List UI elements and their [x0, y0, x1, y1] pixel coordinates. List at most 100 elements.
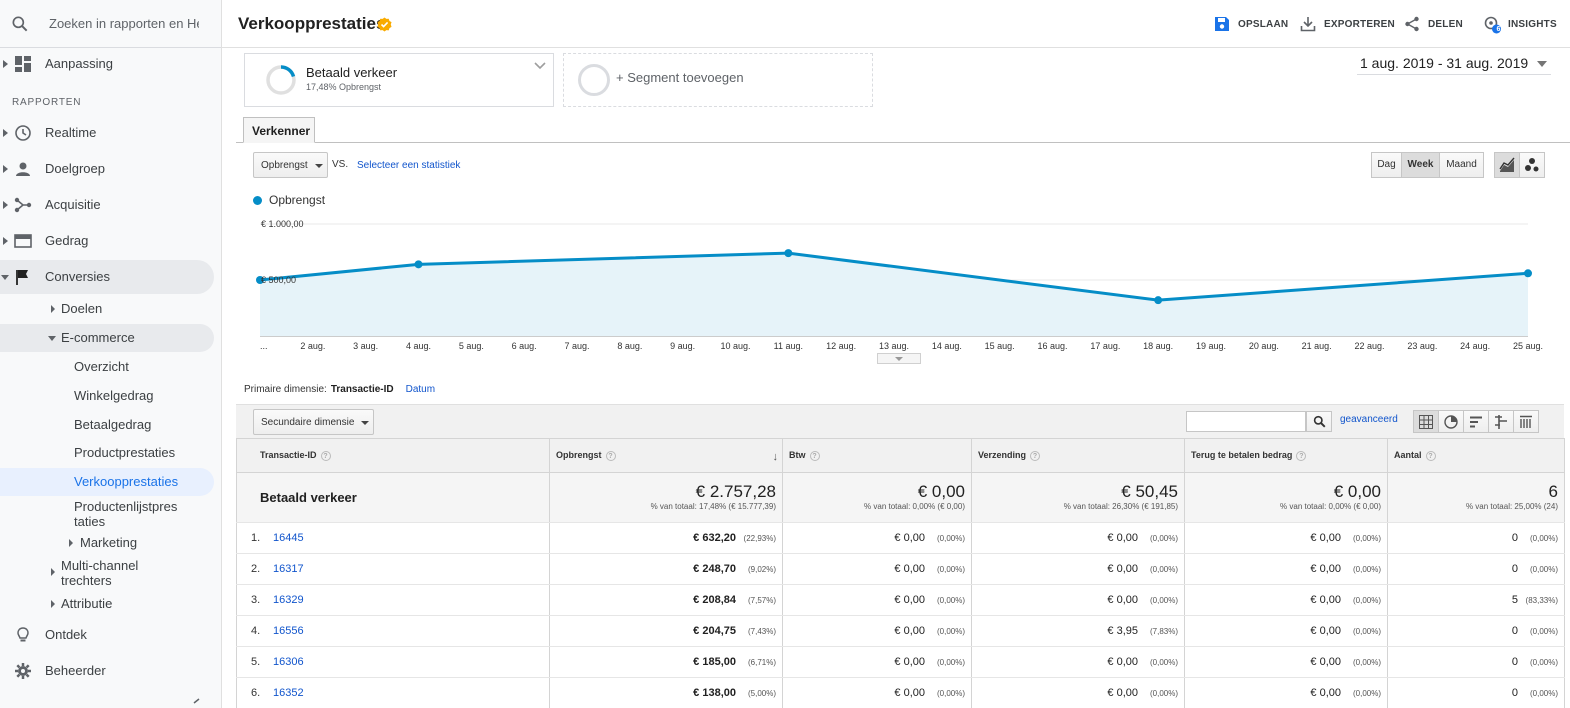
bar-chart-icon — [1470, 416, 1482, 428]
help-icon[interactable]: ? — [320, 450, 331, 461]
help-icon[interactable]: ? — [1030, 450, 1041, 461]
sidebar-item-doelgroep[interactable]: Doelgroep — [0, 152, 221, 186]
tab-divider — [236, 142, 1570, 143]
page-header: Verkoopprestaties OPSLAAN EXPORTEREN DEL… — [222, 0, 1570, 48]
view-data-table-button[interactable] — [1413, 410, 1439, 433]
column-header-transaction-id[interactable]: Transactie-ID? — [236, 438, 550, 473]
cell-share: (0,00%) — [1529, 658, 1558, 667]
date-range-picker[interactable]: 1 aug. 2019 - 31 aug. 2019 — [1357, 55, 1551, 75]
help-icon[interactable]: ? — [605, 450, 616, 461]
sidebar-item-marketing[interactable]: Marketing — [0, 529, 214, 557]
cell-value: € 0,00 — [1107, 594, 1138, 606]
sidebar-item-verkoopprestaties[interactable]: Verkoopprestaties — [0, 468, 214, 496]
sidebar-search[interactable]: Zoeken in rapporten en Help — [0, 0, 221, 48]
sidebar-item-beheerder[interactable]: Beheerder — [0, 654, 221, 688]
sidebar-item-attributie[interactable]: Attributie — [0, 590, 214, 618]
help-icon[interactable]: ? — [1296, 450, 1307, 461]
share-button[interactable]: DELEN — [1404, 16, 1464, 34]
sidebar-item-label: Realtime — [45, 125, 97, 140]
transaction-id-link[interactable]: 16317 — [273, 563, 304, 575]
sidebar-item-multichannel[interactable]: Multi-channel trechters — [0, 556, 214, 592]
sidebar-item-label: Productprestaties — [74, 445, 176, 460]
column-header-label: Terug te betalen bedrag — [1191, 450, 1293, 461]
cell-share: (6,71%) — [747, 658, 776, 667]
primary-dimension-current[interactable]: Transactie-ID — [330, 384, 394, 395]
sidebar-item-productprestaties[interactable]: Productprestaties — [0, 439, 214, 467]
transaction-id-link[interactable]: 16556 — [273, 625, 304, 637]
metric-cell: € 0,00 (0,00%) — [971, 522, 1185, 554]
motion-chart-toggle[interactable] — [1519, 152, 1545, 178]
column-header-tax[interactable]: Btw? — [782, 438, 972, 473]
insights-button[interactable]: 6 INSIGHTS — [1484, 16, 1557, 34]
column-header-quantity[interactable]: Aantal? — [1387, 438, 1565, 473]
metric-cell: € 632,20 (22,93%) — [549, 522, 783, 554]
metric-cell: € 0,00 (0,00%) — [1184, 615, 1388, 647]
granularity-month-button[interactable]: Maand — [1439, 152, 1484, 178]
expand-caret-icon — [51, 568, 55, 576]
tab-label: Verkenner — [252, 124, 311, 138]
view-performance-button[interactable] — [1463, 410, 1489, 433]
metric-cell: € 0,00 (0,00%) — [1184, 584, 1388, 616]
sort-desc-icon: ↓ — [772, 451, 779, 463]
table-row: 5. 16306 € 185,00 (6,71%) € 0,00 (0,00%) € 0,0… — [236, 646, 1565, 678]
primary-dimension-date-link[interactable]: Datum — [405, 384, 436, 395]
metric-dropdown[interactable]: Opbrengst — [253, 152, 328, 178]
sidebar-item-gedrag[interactable]: Gedrag — [0, 224, 221, 258]
export-button[interactable]: EXPORTEREN — [1300, 16, 1395, 34]
transaction-id-link[interactable]: 16306 — [273, 656, 304, 668]
tab-verkenner[interactable]: Verkenner — [243, 117, 315, 143]
sidebar-item-ecommerce[interactable]: E-commerce — [0, 324, 214, 352]
help-icon[interactable]: ? — [809, 450, 820, 461]
column-header-refund[interactable]: Terug te betalen bedrag? — [1184, 438, 1388, 473]
sidebar-item-conversies[interactable]: Conversies — [0, 260, 214, 294]
metric-cell: € 0,00 (0,00%) — [782, 553, 972, 585]
granularity-day-button[interactable]: Dag — [1371, 152, 1402, 178]
sidebar-item-winkelgedrag[interactable]: Winkelgedrag — [0, 382, 214, 410]
transaction-id-link[interactable]: 16329 — [273, 594, 304, 606]
advanced-filter-link[interactable]: geavanceerd — [1340, 414, 1398, 425]
x-tick-label: 14 aug. — [932, 341, 962, 351]
save-button[interactable]: OPSLAAN — [1214, 16, 1294, 34]
sidebar-item-betaalgedrag[interactable]: Betaalgedrag — [0, 411, 214, 439]
column-header-shipping[interactable]: Verzending? — [971, 438, 1185, 473]
view-comparison-button[interactable] — [1488, 410, 1514, 433]
cell-value: € 0,00 — [1107, 563, 1138, 575]
column-header-revenue[interactable]: Opbrengst? ↓ — [549, 438, 783, 473]
sidebar-item-overzicht[interactable]: Overzicht — [0, 353, 214, 381]
search-input[interactable]: Zoeken in rapporten en Help — [49, 16, 199, 31]
page-title: Verkoopprestaties — [238, 14, 386, 33]
granularity-week-button[interactable]: Week — [1401, 152, 1440, 178]
metric-cell: 0 (0,00%) — [1387, 646, 1565, 678]
secondary-dimension-dropdown[interactable]: Secundaire dimensie — [253, 409, 374, 435]
collapse-sidebar-icon[interactable] — [190, 698, 202, 708]
x-tick-label: 8 aug. — [617, 341, 642, 351]
row-index: 5. — [251, 656, 261, 668]
transaction-id-link[interactable]: 16445 — [273, 532, 304, 544]
acquisition-icon — [14, 197, 32, 213]
add-segment-button[interactable]: + Segment toevoegen — [563, 53, 873, 107]
cell-share: (0,00%) — [1529, 534, 1558, 543]
table-search-input[interactable] — [1186, 411, 1306, 432]
select-metric-link[interactable]: Selecteer een statistiek — [357, 160, 461, 171]
sidebar-item-doelen[interactable]: Doelen — [0, 295, 214, 323]
segment-card-active[interactable]: Betaald verkeer 17,48% Opbrengst — [244, 53, 554, 107]
sidebar-item-productenlijstprestaties[interactable]: Productenlijstpres taties — [0, 493, 214, 529]
metric-dropdown-label: Opbrengst — [261, 160, 308, 171]
x-tick-label: 4 aug. — [406, 341, 431, 351]
sidebar-item-acquisitie[interactable]: Acquisitie — [0, 188, 221, 222]
sidebar-item-label: Betaalgedrag — [74, 417, 152, 432]
transaction-id-link[interactable]: 16352 — [273, 687, 304, 699]
line-chart-toggle[interactable] — [1494, 152, 1520, 178]
sidebar-item-realtime[interactable]: Realtime — [0, 116, 221, 150]
totals-share: % van totaal: 17,48% (€ 15.777,39) — [650, 502, 776, 511]
table-search-button[interactable] — [1306, 411, 1332, 432]
sidebar-item-ontdek[interactable]: Ontdek — [0, 618, 221, 652]
chart-resize-handle[interactable] — [877, 353, 921, 364]
view-pivot-button[interactable] — [1513, 410, 1539, 433]
help-icon[interactable]: ? — [1425, 450, 1436, 461]
chevron-down-icon[interactable] — [534, 62, 546, 70]
view-pie-button[interactable] — [1438, 410, 1464, 433]
x-tick-label: 18 aug. — [1143, 341, 1173, 351]
sidebar-item-aanpassing[interactable]: Aanpassing — [0, 47, 221, 81]
metric-cell: € 0,00 (0,00%) — [1184, 677, 1388, 708]
